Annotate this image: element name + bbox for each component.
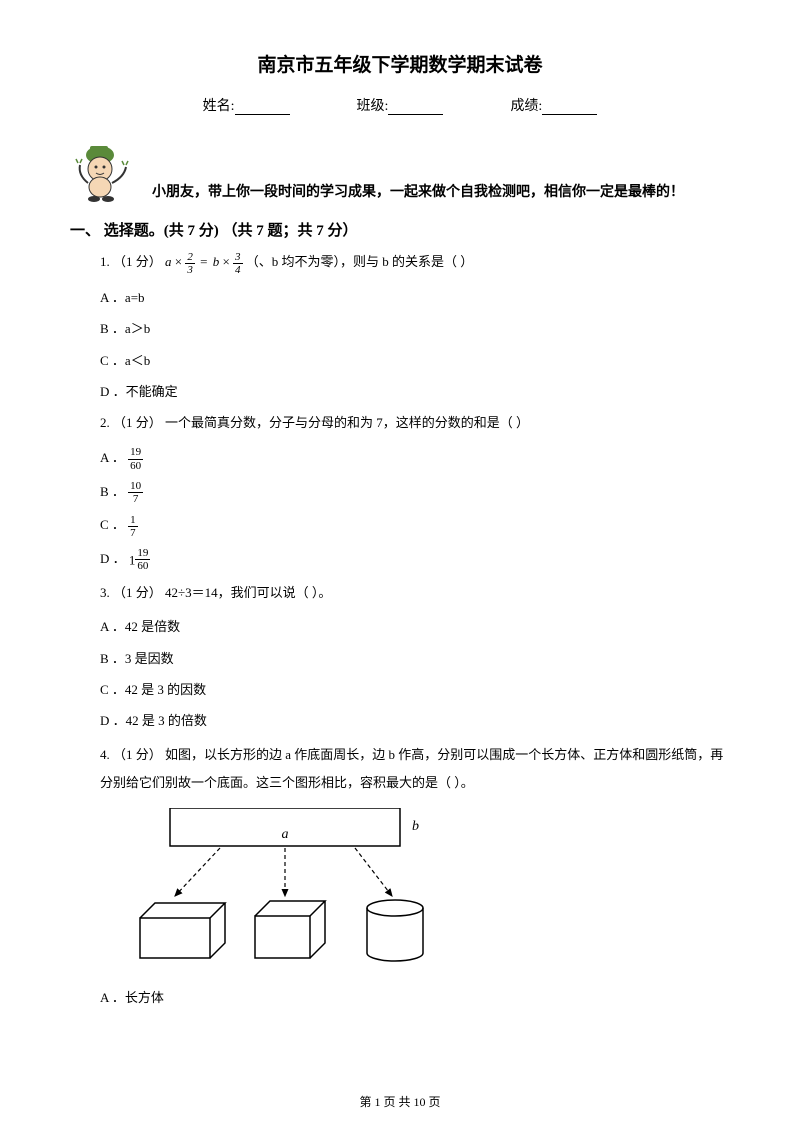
q2-b-d: 7: [128, 493, 143, 505]
q4-opt-a: A ．长方体: [100, 986, 730, 1009]
q1-f1d: 3: [185, 264, 195, 276]
q1-f2d: 4: [233, 264, 243, 276]
encourage-text: 小朋友，带上你一段时间的学习成果，一起来做个自我检测吧，相信你一定是最棒的！: [152, 181, 684, 207]
q1-eq-times1: ×: [175, 254, 182, 269]
page-footer: 第 1 页 共 10 页: [0, 1093, 800, 1110]
q3-opt-c: C ．42 是 3 的因数: [100, 678, 730, 701]
info-line: 姓名: 班级: 成绩:: [70, 95, 730, 115]
q1-prefix: 1. （1 分）: [100, 254, 162, 269]
q2-a-pre: A ．: [100, 450, 125, 465]
fig-label-a: a: [282, 827, 289, 842]
q1-stem: 1. （1 分） a × 23 = b × 34 （、b 均不为零），则与 b …: [100, 250, 730, 276]
q2-opt-a: A ． 1960: [100, 446, 730, 472]
fig-cylinder: [367, 900, 423, 961]
q3-opt-d: D ．42 是 3 的倍数: [100, 709, 730, 732]
q2-c-n: 1: [128, 514, 138, 527]
q2-opt-b: B ． 107: [100, 480, 730, 506]
q2-opt-c: C ． 17: [100, 513, 730, 539]
section-1-header: 一、 选择题。(共 7 分) （共 7 题；共 7 分）: [70, 219, 730, 240]
q2-a-n: 19: [128, 446, 143, 459]
class-label: 班级:: [357, 95, 389, 115]
q2-a-d: 60: [128, 460, 143, 472]
q3-stem: 3. （1 分） 42÷3＝14，我们可以说（ ）。: [100, 581, 730, 606]
page-title: 南京市五年级下学期数学期末试卷: [70, 50, 730, 77]
q1-eq-eq: =: [198, 254, 209, 269]
q4-figure: a b: [130, 808, 730, 972]
q1-f1n: 2: [185, 251, 195, 264]
score-label: 成绩:: [510, 95, 542, 115]
mascot-icon: [70, 137, 140, 207]
q1-eq-times2: ×: [222, 254, 229, 269]
name-blank[interactable]: [235, 101, 290, 115]
fig-label-b: b: [412, 819, 419, 834]
q1-suffix: （、b 均不为零），则与 b 的关系是（ ）: [246, 254, 474, 269]
q2-opt-d: D ． 11960: [100, 547, 730, 573]
q1-eq-b: b: [213, 254, 220, 269]
q2-c-pre: C ．: [100, 517, 125, 532]
q1-opt-b: B ．a＞b: [100, 317, 730, 340]
fig-cuboid: [140, 903, 225, 958]
q1-opt-d: D ．不能确定: [100, 380, 730, 403]
q2-d-pre: D ．: [100, 551, 126, 566]
q3-opt-a: A ．42 是倍数: [100, 615, 730, 638]
fig-cube: [255, 901, 325, 958]
name-label: 姓名:: [203, 95, 235, 115]
q1-equation: a × 23 = b × 34: [165, 250, 243, 276]
q2-b-pre: B ．: [100, 484, 125, 499]
q1-opt-c: C ．a＜b: [100, 349, 730, 372]
q3-opt-b: B ．3 是因数: [100, 647, 730, 670]
q2-d-d: 60: [135, 560, 150, 572]
q1-eq-a: a: [165, 254, 172, 269]
q2-b-n: 10: [128, 480, 143, 493]
q1-f2n: 3: [233, 251, 243, 264]
q1-opt-a: A ．a=b: [100, 286, 730, 309]
score-blank[interactable]: [542, 101, 597, 115]
q2-c-d: 7: [128, 527, 138, 539]
q4-stem: 4. （1 分） 如图，以长方形的边 a 作底面周长，边 b 作高，分别可以围成…: [100, 741, 730, 798]
class-blank[interactable]: [388, 101, 443, 115]
q2-d-n: 19: [135, 547, 150, 560]
q2-stem: 2. （1 分） 一个最简真分数，分子与分母的和为 7，这样的分数的和是（ ）: [100, 411, 730, 436]
